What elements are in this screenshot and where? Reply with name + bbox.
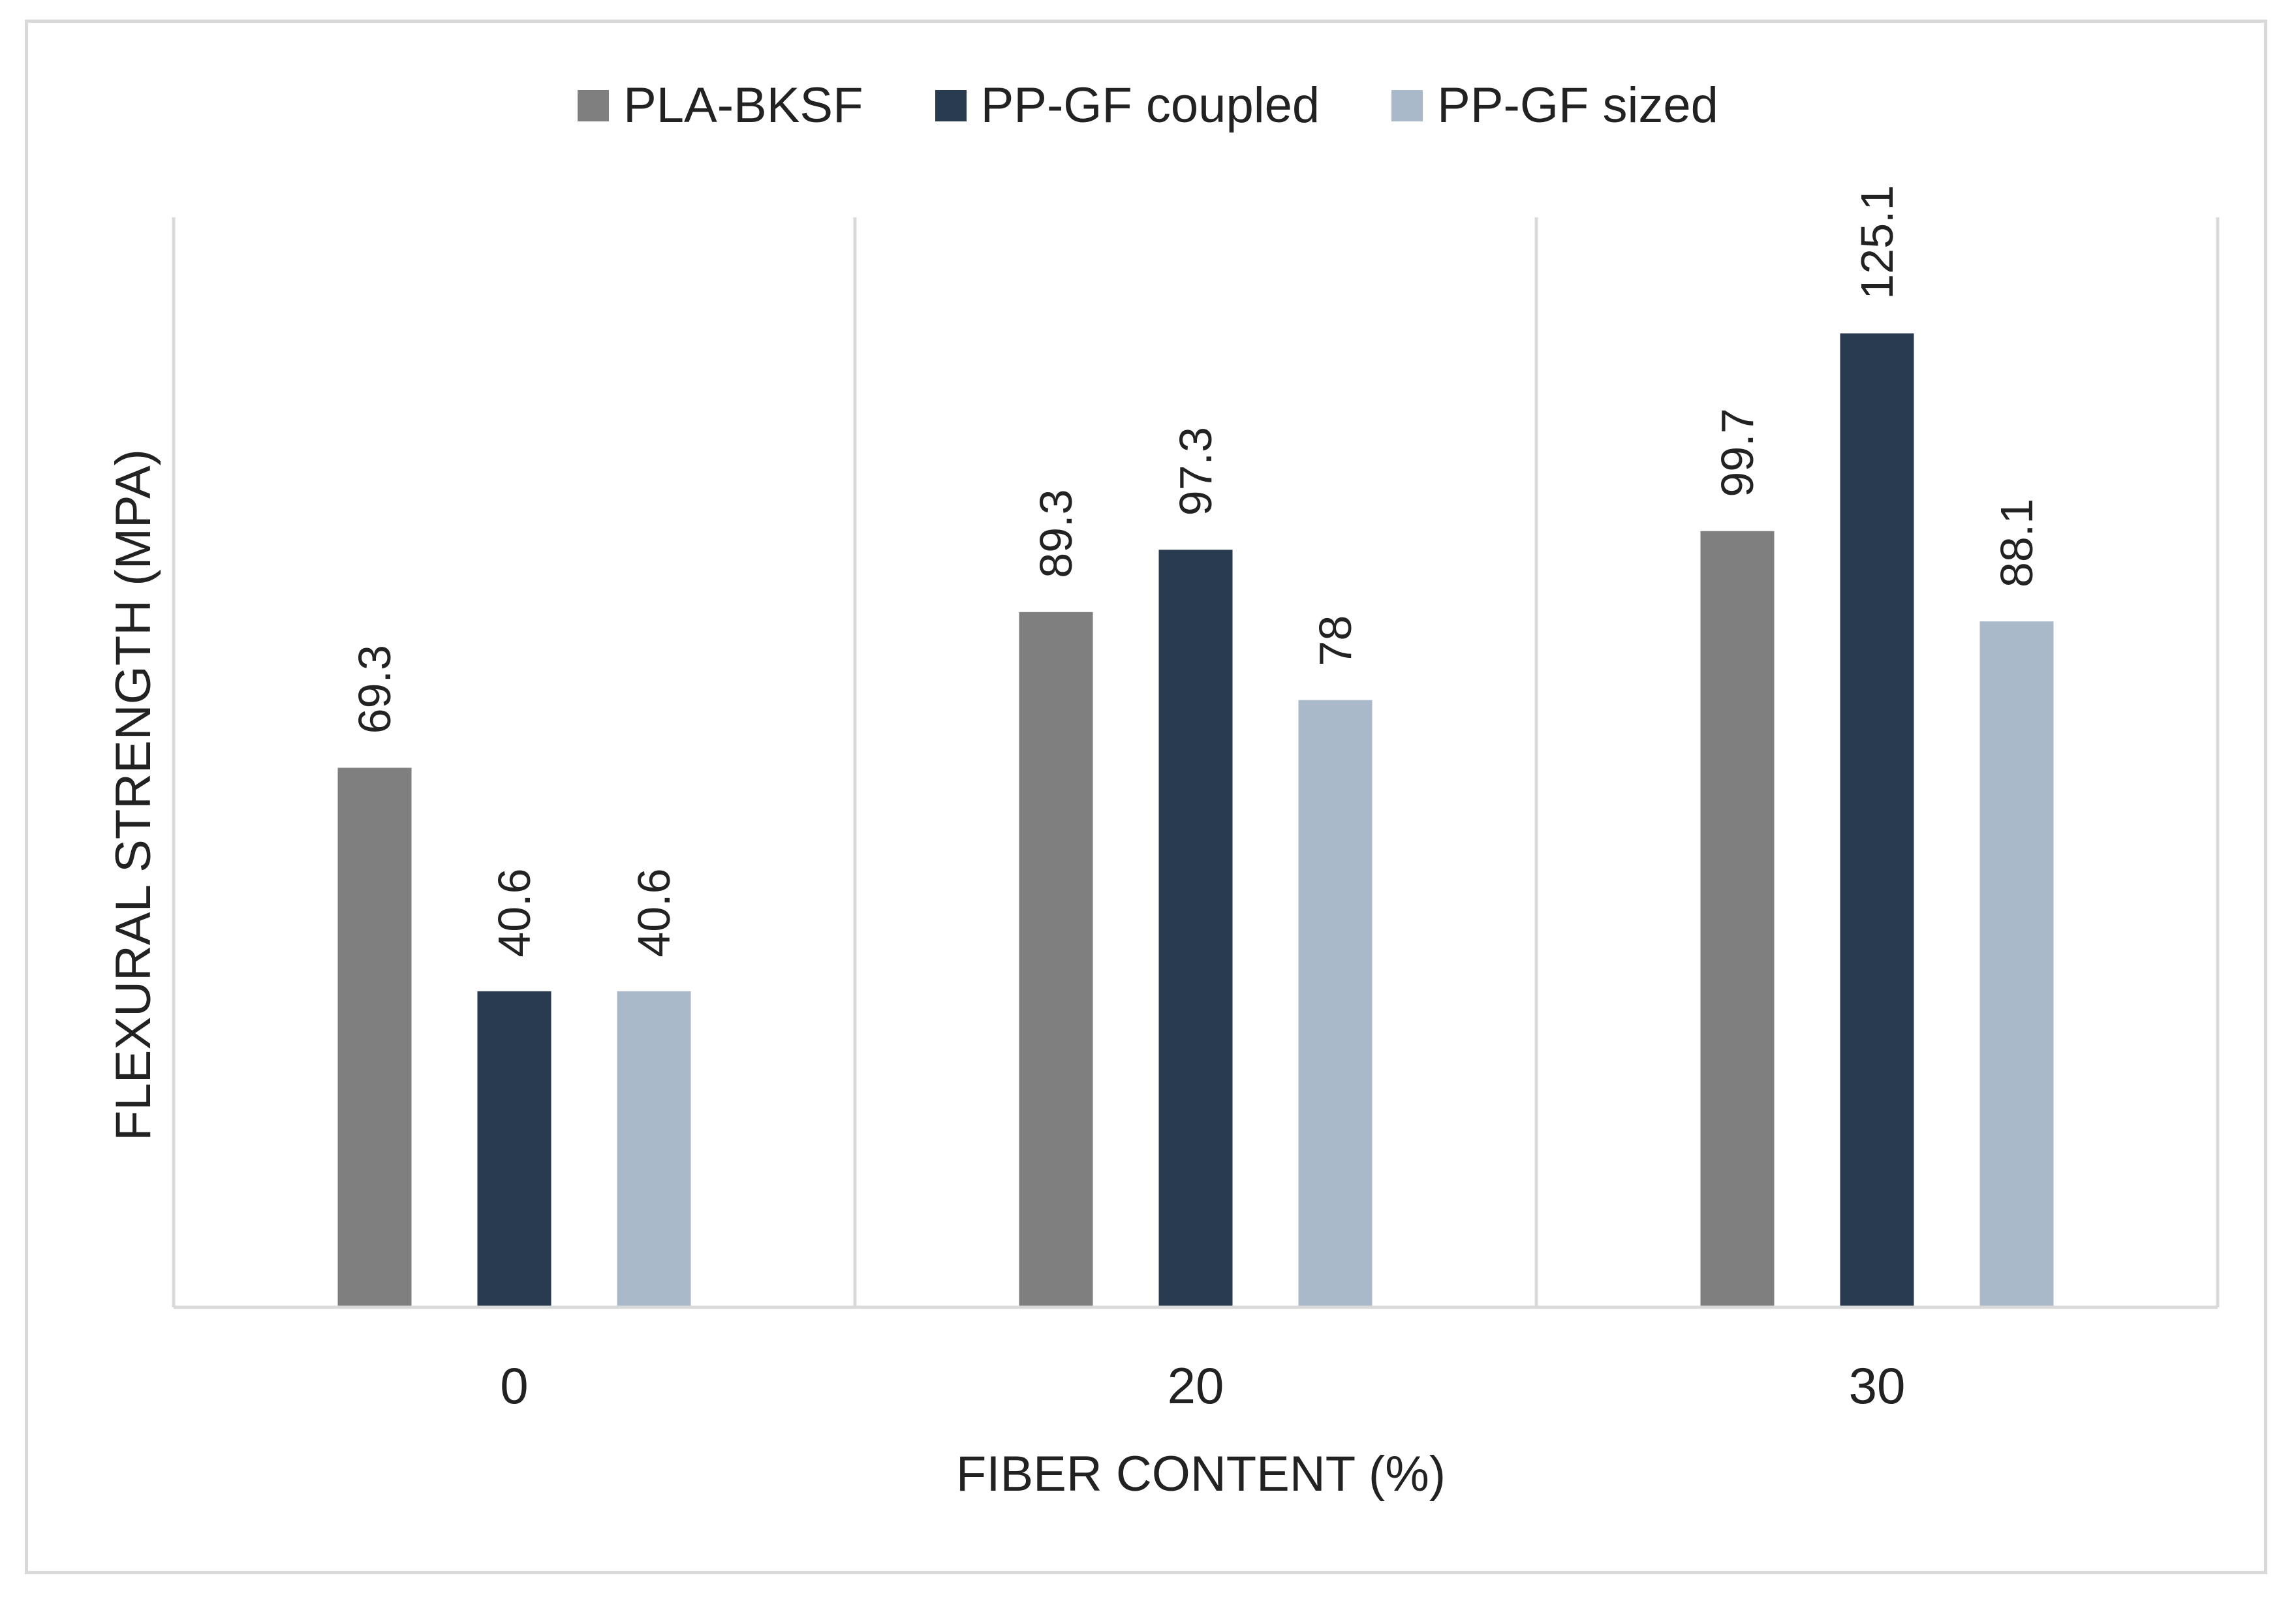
bar-pla-bksf-30 — [1700, 531, 1775, 1307]
bar-pp-gf-coupled-20 — [1158, 550, 1233, 1307]
bar-pla-bksf-0 — [337, 768, 412, 1307]
x-tick-label: 20 — [1168, 1357, 1224, 1414]
bar-pp-gf-sized-20 — [1298, 700, 1373, 1307]
data-label: 40.6 — [628, 868, 679, 957]
y-axis-title: FLEXURAL STRENGTH (MPA) — [106, 449, 161, 1141]
bar-pp-gf-coupled-0 — [477, 991, 551, 1307]
data-label: 99.7 — [1712, 408, 1763, 497]
legend-swatch-pp-gf-sized — [1391, 89, 1423, 121]
data-label: 89.3 — [1031, 490, 1081, 578]
x-axis-title: FIBER CONTENT (%) — [956, 1446, 1446, 1502]
legend-swatch-pla-bksf — [578, 89, 610, 121]
category-separators — [172, 217, 2220, 1307]
legend-item-pla-bksf: PLA-BKSF — [578, 77, 863, 134]
x-tick-labels: 0 20 30 — [500, 1357, 1905, 1414]
legend-item-pp-gf-coupled: PP-GF coupled — [935, 77, 1320, 134]
data-label: 88.1 — [1991, 499, 2042, 587]
bar-pp-gf-coupled-30 — [1840, 333, 1914, 1307]
bars — [337, 333, 2054, 1308]
data-label: 125.1 — [1852, 185, 1902, 300]
data-labels: 69.3 40.6 40.6 89.3 97.3 78 99.7 125.1 88.1 — [349, 185, 2042, 957]
legend: PLA-BKSF PP-GF coupled PP-GF sized — [0, 77, 2296, 134]
legend-item-pp-gf-sized: PP-GF sized — [1391, 77, 1718, 134]
bar-pla-bksf-20 — [1019, 612, 1093, 1307]
legend-label-pla-bksf: PLA-BKSF — [623, 78, 863, 133]
data-label: 97.3 — [1170, 427, 1221, 516]
data-label: 78 — [1310, 615, 1361, 666]
bar-pp-gf-sized-0 — [617, 991, 691, 1307]
legend-label-pp-gf-sized: PP-GF sized — [1437, 78, 1718, 133]
x-tick-label: 0 — [500, 1357, 528, 1414]
x-tick-label: 30 — [1849, 1357, 1906, 1414]
legend-label-pp-gf-coupled: PP-GF coupled — [980, 78, 1320, 133]
bar-pp-gf-sized-30 — [1979, 621, 2054, 1308]
data-label: 69.3 — [349, 645, 400, 734]
legend-swatch-pp-gf-coupled — [935, 89, 967, 121]
data-label: 40.6 — [489, 868, 540, 957]
